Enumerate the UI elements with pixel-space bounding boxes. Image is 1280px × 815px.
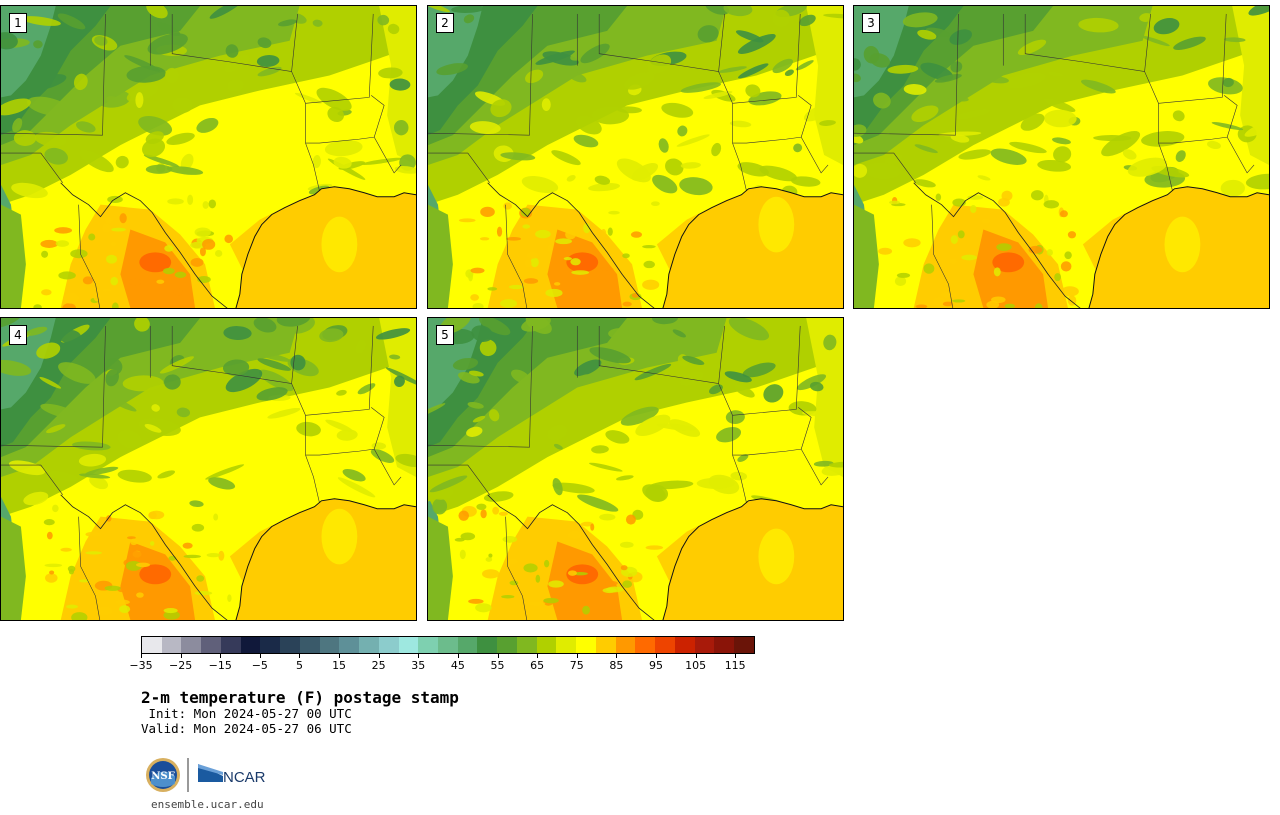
valid-time: Valid: Mon 2024-05-27 06 UTC bbox=[141, 721, 352, 736]
member-number: 3 bbox=[862, 13, 880, 33]
colorbar-tick-label: −15 bbox=[208, 659, 232, 672]
colorbar-tick-label: 35 bbox=[411, 659, 426, 672]
member-panel-2: 2 bbox=[427, 5, 844, 309]
member-panel-1: 1 bbox=[0, 5, 417, 309]
colorbar-cell bbox=[161, 637, 182, 653]
colorbar-tick-label: 75 bbox=[569, 659, 584, 672]
temperature-map-1 bbox=[1, 6, 416, 308]
logos: NSF NCAR bbox=[146, 758, 266, 792]
colorbar-tick-mark bbox=[537, 654, 539, 658]
colorbar-cell bbox=[556, 637, 577, 653]
colorbar-cell bbox=[734, 637, 754, 653]
colorbar-tick-label: 85 bbox=[609, 659, 624, 672]
nsf-logo-icon: NSF bbox=[146, 758, 180, 792]
colorbar-cell bbox=[142, 637, 162, 653]
colorbar-cell bbox=[714, 637, 735, 653]
colorbar-cell bbox=[220, 637, 241, 653]
colorbar-tick-mark bbox=[378, 654, 380, 658]
colorbar-cell bbox=[655, 637, 675, 653]
colorbar-cell bbox=[181, 637, 202, 653]
colorbar-cell bbox=[595, 637, 616, 653]
colorbar-tick-label: 65 bbox=[530, 659, 545, 672]
colorbar-cell bbox=[516, 637, 537, 653]
colorbar-tick-label: 45 bbox=[450, 659, 465, 672]
colorbar-cell bbox=[398, 637, 419, 653]
colorbar-cell bbox=[477, 637, 498, 653]
colorbar-cell bbox=[615, 637, 636, 653]
colorbar-cell bbox=[240, 637, 261, 653]
colorbar-cell bbox=[201, 637, 221, 653]
colorbar-tick-label: 5 bbox=[295, 659, 303, 672]
colorbar-cell bbox=[359, 637, 379, 653]
member-number: 5 bbox=[436, 325, 454, 345]
colorbar-cell bbox=[260, 637, 281, 653]
colorbar-tick-mark bbox=[735, 654, 737, 658]
colorbar-cell bbox=[635, 637, 656, 653]
svg-text:NCAR: NCAR bbox=[223, 769, 266, 786]
colorbar-tick-label: 15 bbox=[332, 659, 347, 672]
temperature-map-3 bbox=[854, 6, 1269, 308]
temperature-map-4 bbox=[1, 318, 416, 620]
colorbar-tick-mark bbox=[457, 654, 459, 658]
colorbar-tick-mark bbox=[180, 654, 182, 658]
colorbar-tick-mark bbox=[576, 654, 578, 658]
colorbar-tick-mark bbox=[141, 654, 142, 658]
colorbar-tick-label: 25 bbox=[371, 659, 386, 672]
colorbar-tick-label: 55 bbox=[490, 659, 505, 672]
colorbar-tick-label: 115 bbox=[724, 659, 746, 672]
colorbar-cell bbox=[536, 637, 557, 653]
temperature-map-5 bbox=[428, 318, 843, 620]
colorbar-ticks: −35 −25 −15 −5 5 15 25 35 45 55 65 75 85 95 105 115 bbox=[129, 654, 755, 674]
colorbar-tick-mark bbox=[655, 654, 657, 658]
member-panel-5: 5 bbox=[427, 317, 844, 621]
ncar-logo-icon: NCAR bbox=[198, 764, 266, 786]
footer-url: ensemble.ucar.edu bbox=[151, 798, 264, 811]
colorbar-tick-mark bbox=[259, 654, 261, 658]
colorbar-tick-mark bbox=[695, 654, 697, 658]
member-panel-4: 4 bbox=[0, 317, 417, 621]
colorbar-tick-label: −25 bbox=[169, 659, 193, 672]
colorbar-cell bbox=[694, 637, 715, 653]
colorbar-tick-label: −35 bbox=[129, 659, 153, 672]
colorbar-tick-mark bbox=[220, 654, 222, 658]
colorbar-cell bbox=[339, 637, 360, 653]
colorbar-cell bbox=[418, 637, 439, 653]
colorbar-tick-mark bbox=[299, 654, 301, 658]
member-number: 4 bbox=[9, 325, 27, 345]
colorbar-cell bbox=[280, 637, 300, 653]
colorbar-cell bbox=[438, 637, 458, 653]
colorbar-tick-mark bbox=[616, 654, 618, 658]
member-number: 2 bbox=[436, 13, 454, 33]
svg-text:NSF: NSF bbox=[151, 771, 174, 782]
colorbar-cell bbox=[497, 637, 517, 653]
colorbar-tick-label: 105 bbox=[685, 659, 707, 672]
colorbar-cell bbox=[378, 637, 399, 653]
member-panel-3: 3 bbox=[853, 5, 1270, 309]
colorbar-tick-mark bbox=[497, 654, 499, 658]
chart-title: 2-m temperature (F) postage stamp bbox=[141, 688, 459, 707]
colorbar-tick-label: 95 bbox=[648, 659, 663, 672]
colorbar-cell bbox=[457, 637, 478, 653]
colorbar-cell bbox=[576, 637, 596, 653]
temperature-map-2 bbox=[428, 6, 843, 308]
colorbar-tick-mark bbox=[339, 654, 341, 658]
colorbar-tick-mark bbox=[418, 654, 420, 658]
colorbar-cell bbox=[319, 637, 340, 653]
colorbar bbox=[141, 636, 755, 654]
colorbar-cell bbox=[674, 637, 695, 653]
colorbar-tick-label: −5 bbox=[251, 659, 268, 672]
init-time: Init: Mon 2024-05-27 00 UTC bbox=[141, 706, 352, 721]
colorbar-cell bbox=[299, 637, 320, 653]
member-number: 1 bbox=[9, 13, 27, 33]
